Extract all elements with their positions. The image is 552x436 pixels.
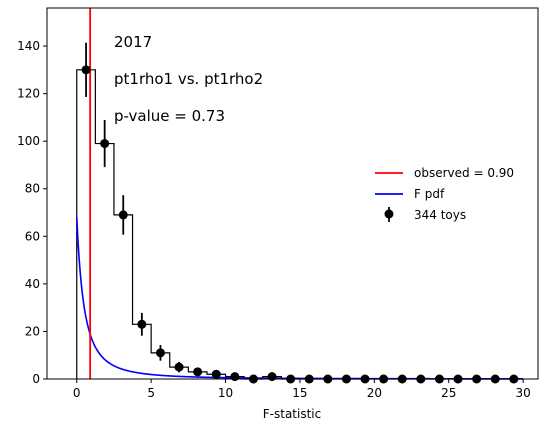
data-point (137, 319, 147, 329)
y-axis-ticks: 0 20 40 60 80 100 120 140 (17, 39, 47, 386)
legend-toys-label: 344 toys (414, 208, 466, 222)
data-point (174, 362, 184, 372)
data-point (100, 139, 110, 149)
axes-frame (46, 7, 539, 380)
legend-toys-marker (384, 209, 394, 219)
y-tick-label: 80 (25, 182, 40, 196)
data-point (155, 348, 165, 358)
legend: observed = 0.90 F pdf 344 toys (375, 166, 514, 222)
data-point (81, 65, 91, 75)
x-tick-label: 20 (367, 386, 382, 400)
y-tick-label: 20 (25, 324, 40, 338)
annotation-comparison: pt1rho1 vs. pt1rho2 (114, 70, 263, 88)
y-tick-label: 0 (32, 372, 40, 386)
data-point (118, 210, 128, 220)
x-tick-label: 30 (515, 386, 530, 400)
legend-fpdf-label: F pdf (414, 187, 445, 201)
annotation-p-value: p-value = 0.73 (114, 107, 225, 125)
y-tick-label: 100 (17, 134, 40, 148)
x-tick-label: 0 (73, 386, 81, 400)
x-tick-label: 15 (292, 386, 307, 400)
y-tick-label: 140 (17, 39, 40, 53)
toy-points (81, 42, 519, 384)
x-axis-ticks: 0 5 10 15 20 25 30 (73, 379, 531, 400)
data-point (230, 372, 240, 382)
data-point (211, 369, 221, 379)
annotation-year: 2017 (114, 33, 152, 51)
x-axis-label: F-statistic (263, 407, 321, 421)
x-tick-label: 5 (147, 386, 155, 400)
y-tick-label: 60 (25, 229, 40, 243)
plot-area (47, 8, 538, 379)
legend-observed-label: observed = 0.90 (414, 166, 514, 180)
x-tick-label: 10 (218, 386, 233, 400)
data-point (193, 367, 203, 377)
y-tick-label: 40 (25, 277, 40, 291)
data-point (267, 372, 277, 382)
y-tick-label: 120 (17, 87, 40, 101)
x-tick-label: 25 (441, 386, 456, 400)
